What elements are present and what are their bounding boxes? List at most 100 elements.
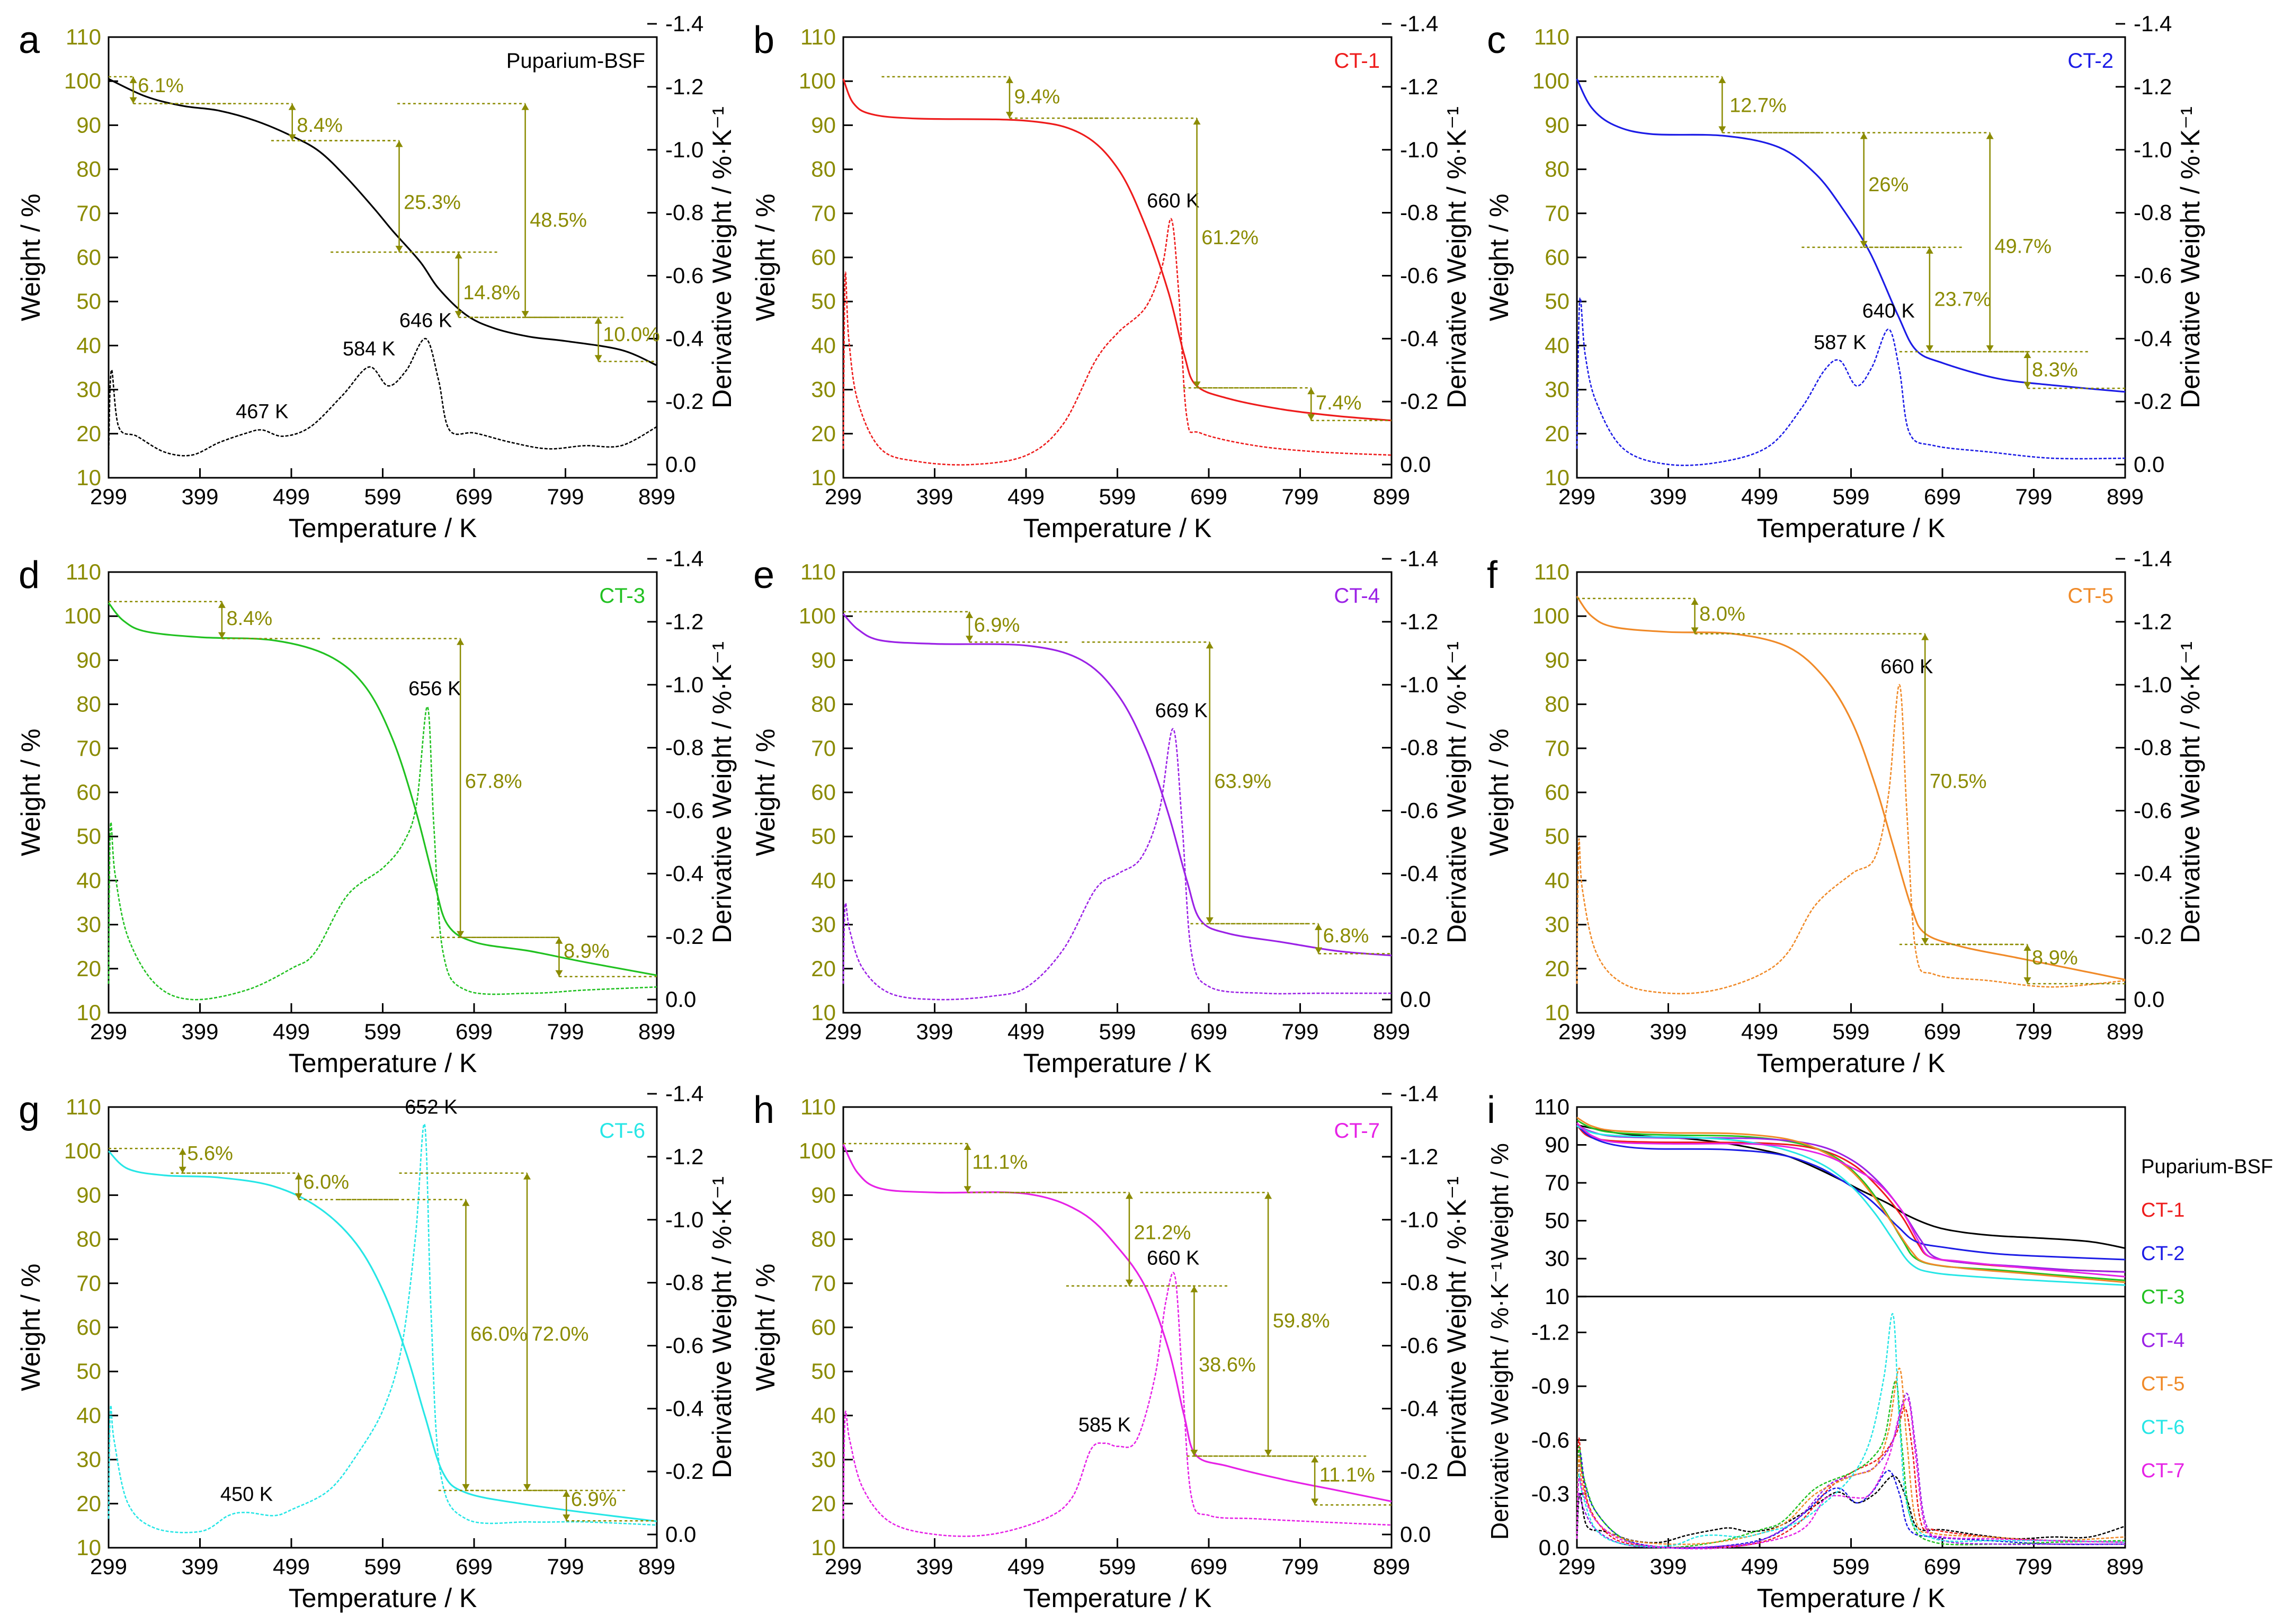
y-tick-label: 30 — [811, 912, 836, 937]
y-tick-label: 30 — [1545, 912, 1569, 937]
y-tick-label: 0.0 — [1539, 1535, 1569, 1560]
y-tick-label: 90 — [76, 1182, 101, 1207]
y-tick-label: 30 — [76, 1447, 101, 1472]
sample-name: CT-2 — [2067, 49, 2114, 73]
step-arrowhead-up — [179, 1148, 186, 1155]
right-tick-label: 0.0 — [1400, 452, 1431, 477]
x-tick-label: 499 — [1741, 484, 1778, 509]
y-tick-label: 90 — [811, 1182, 836, 1207]
right-tick-label: -1.0 — [2134, 137, 2172, 162]
right-tick-label: -1.2 — [665, 1144, 703, 1169]
x-tick-label: 399 — [181, 484, 218, 509]
sample-name: Puparium-BSF — [506, 49, 645, 73]
dtg-series-line — [1576, 297, 2126, 466]
panel-c: c 10 20 30 40 50 60 70 80 90 100 110 0.0 -0.2 -0.4 -0.6… — [1484, 11, 2205, 543]
panel-h: h 10 20 30 40 50 60 70 80 90 100 110 0.0 -0.2 -0.4 -0.6… — [751, 1081, 1472, 1613]
step-arrowhead-down — [2023, 382, 2031, 389]
y-tick-label: 20 — [76, 421, 101, 446]
y-tick-label: 110 — [66, 559, 101, 584]
y-tick-label: 70 — [76, 1271, 101, 1296]
right-tick-label: -1.2 — [665, 74, 703, 99]
x-tick-label: 699 — [1190, 484, 1227, 509]
peak-label: 467 K — [236, 401, 288, 423]
y-tick-label: 110 — [800, 1094, 836, 1119]
y-axis-label-right: Derivative Weight / %·K⁻¹ — [1442, 106, 1472, 408]
y-tick-label: 60 — [1545, 245, 1569, 270]
right-tick-label: -1.4 — [1400, 11, 1438, 36]
step-arrowhead-down — [964, 1186, 971, 1193]
y-axis-label-left: Weight / % — [16, 729, 46, 856]
step-label: 49.7% — [1994, 236, 2052, 258]
y-tick-label: 10 — [1545, 1000, 1569, 1025]
panel-letter: d — [19, 554, 40, 596]
step-arrowhead-down — [555, 970, 563, 977]
step-label: 9.4% — [1014, 86, 1060, 108]
right-tick-label: -0.8 — [665, 200, 703, 225]
x-axis-label: Temperature / K — [1757, 1583, 1946, 1613]
x-axis-label: Temperature / K — [1023, 513, 1212, 543]
y-tick-label: 100 — [1532, 68, 1569, 93]
panel-letter: i — [1487, 1089, 1495, 1131]
right-tick-label: -1.4 — [1400, 1081, 1438, 1106]
step-label: 6.8% — [1323, 925, 1369, 947]
x-tick-label: 499 — [1741, 1019, 1778, 1044]
panel-b: b 10 20 30 40 50 60 70 80 90 100 110 0.0 -0.2 -0.4 -0.6… — [751, 11, 1472, 543]
step-label: 8.9% — [564, 940, 610, 962]
y-axis-label-right: Derivative Weight / %·K⁻¹ — [707, 106, 737, 408]
step-arrowhead-up — [457, 638, 465, 645]
step-label: 72.0% — [532, 1323, 589, 1345]
peak-label: 660 K — [1147, 1247, 1199, 1270]
y-tick-label: 10 — [76, 1535, 101, 1560]
step-arrowhead-down — [179, 1166, 186, 1173]
x-tick-label: 599 — [1099, 1019, 1136, 1044]
y-tick-label: 90 — [1545, 1132, 1569, 1157]
right-tick-label: -1.0 — [665, 137, 703, 162]
overlay-tga-line — [1576, 1124, 2126, 1273]
x-tick-label: 799 — [1281, 1554, 1318, 1579]
step-label: 6.1% — [138, 75, 184, 97]
right-tick-label: -0.2 — [665, 389, 703, 414]
y-tick-label: 50 — [76, 1359, 101, 1384]
x-tick-label: 299 — [90, 484, 127, 509]
peak-label: 646 K — [399, 309, 452, 332]
x-axis-label: Temperature / K — [1023, 1048, 1212, 1078]
step-label: 48.5% — [530, 209, 587, 231]
overlay-dtg-line — [1576, 1313, 2126, 1548]
tga-series-line — [842, 1144, 1392, 1503]
y-tick-label: 60 — [76, 780, 101, 805]
right-tick-label: -1.2 — [1400, 609, 1438, 634]
y-tick-label: 90 — [76, 112, 101, 137]
x-tick-label: 299 — [825, 1554, 862, 1579]
step-arrowhead-down — [1125, 1279, 1133, 1286]
y-tick-label: 110 — [800, 24, 836, 49]
peak-label: 660 K — [1880, 656, 1933, 678]
peak-label: 584 K — [343, 338, 395, 360]
y-tick-label: 40 — [76, 333, 101, 358]
right-tick-label: -0.4 — [665, 861, 703, 886]
y-tick-label: 100 — [799, 68, 836, 93]
right-tick-label: -0.4 — [665, 326, 703, 351]
x-tick-label: 699 — [456, 484, 493, 509]
x-tick-label: 699 — [1190, 1019, 1227, 1044]
x-tick-label: 899 — [638, 1019, 675, 1044]
right-tick-label: -1.4 — [665, 1081, 703, 1106]
right-tick-label: -0.2 — [1400, 389, 1438, 414]
y-tick-label: -0.9 — [1531, 1373, 1569, 1398]
step-arrowhead-down — [2023, 977, 2031, 984]
panel-i: i 10 30 50 70 90 110 0.0 -0.3 -0.6 -0.9 -1.2 299 399 4… — [1486, 1089, 2273, 1613]
peak-label: 669 K — [1155, 700, 1208, 722]
y-axis-label-right: Derivative Weight / %·K⁻¹ — [2175, 106, 2205, 408]
y-tick-label: 100 — [64, 603, 101, 628]
step-label: 6.9% — [974, 614, 1020, 636]
x-tick-label: 899 — [1373, 1019, 1410, 1044]
overlay-tga-line — [1576, 1125, 2126, 1286]
y-tick-label: -0.6 — [1531, 1427, 1569, 1452]
x-tick-label: 299 — [825, 484, 862, 509]
y-tick-label: 60 — [76, 1315, 101, 1340]
overlay-dtg-line — [1576, 1380, 2126, 1549]
right-tick-label: 0.0 — [665, 987, 696, 1012]
y-tick-label: 110 — [800, 559, 836, 584]
x-tick-label: 699 — [456, 1554, 493, 1579]
panel-d: d 10 20 30 40 50 60 70 80 90 100 110 0.0 -0.2 -0.4 -0.6… — [16, 546, 737, 1078]
x-tick-label: 899 — [2107, 1019, 2144, 1044]
